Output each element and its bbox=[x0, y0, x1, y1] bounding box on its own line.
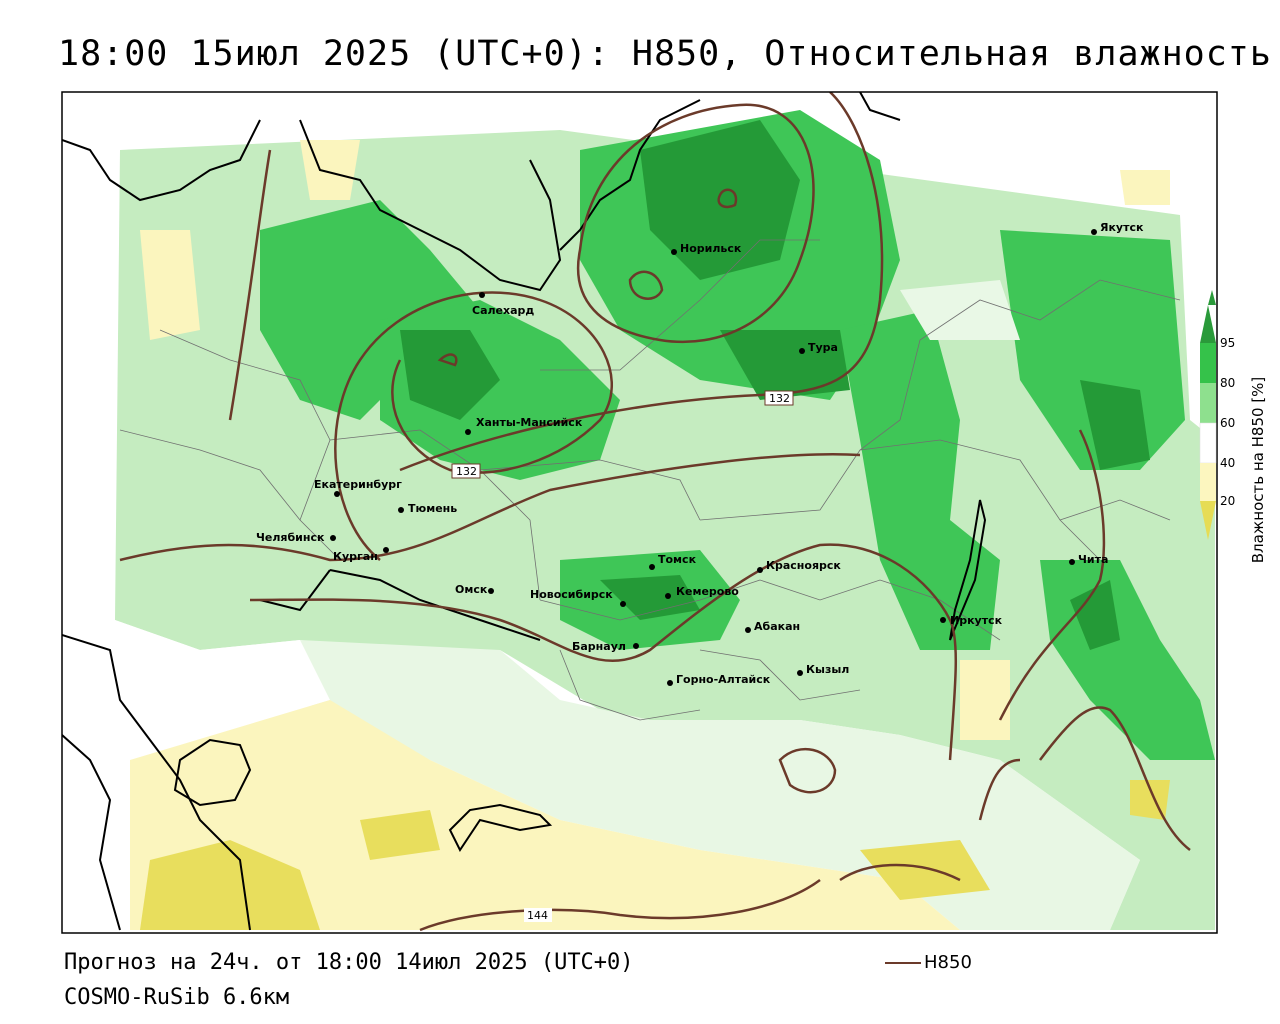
h850-contours bbox=[119, 92, 1191, 932]
city-label-tura: Тура bbox=[808, 341, 838, 354]
contour-label: 144 bbox=[527, 909, 548, 922]
city-label-barnaul: Барнаул bbox=[572, 640, 626, 653]
colorbar-band bbox=[1200, 343, 1216, 383]
city-label-krasnoyarsk: Красноярск bbox=[766, 559, 841, 572]
city-label-irkutsk: Иркутск bbox=[950, 614, 1003, 627]
city-label-novosibirsk: Новосибирск bbox=[530, 588, 613, 601]
region-borders bbox=[119, 239, 1181, 721]
city-label-tyumen: Тюмень bbox=[408, 502, 457, 515]
legend-label: H850 bbox=[924, 952, 972, 973]
map-title: 18:00 15июл 2025 (UTC+0): H850, Относите… bbox=[58, 34, 1272, 74]
colorbar-tick: 95 bbox=[1220, 336, 1236, 350]
city-label-tomsk: Томск bbox=[658, 553, 697, 566]
city-label-kurgan: Курган bbox=[333, 550, 378, 563]
city-label-khanty-mansiysk: Ханты-Мансийск bbox=[476, 416, 583, 429]
city-label-gorno-altaysk: Горно-Алтайск bbox=[676, 673, 771, 686]
city-label-chelyabinsk: Челябинск bbox=[256, 531, 325, 544]
model-name: COSMO-RuSib 6.6км bbox=[64, 985, 290, 1010]
coastline-borders bbox=[62, 92, 987, 931]
city-label-kemerovo: Кемерово bbox=[676, 585, 739, 598]
humidity-field bbox=[62, 110, 1215, 930]
legend-line-swatch bbox=[885, 962, 921, 964]
forecast-info: Прогноз на 24ч. от 18:00 14июл 2025 (UTC… bbox=[64, 950, 634, 975]
city-label-abakan: Абакан bbox=[754, 620, 800, 633]
city-label-omsk: Омск bbox=[455, 583, 488, 596]
city-label-norilsk: Норильск bbox=[680, 242, 742, 255]
colorbar-bottom-arrow bbox=[1200, 501, 1216, 540]
colorbar-top-arrow bbox=[1200, 305, 1216, 343]
colorbar-tick: 80 bbox=[1220, 376, 1236, 390]
colorbar-tick: 40 bbox=[1220, 456, 1236, 470]
city-label-salekhard: Салехард bbox=[472, 304, 534, 317]
colorbar-tick: 20 bbox=[1220, 494, 1236, 508]
colorbar-top-arrow bbox=[1208, 290, 1216, 305]
colorbar-tick: 60 bbox=[1220, 416, 1236, 430]
city-label-kyzyl: Кызыл bbox=[806, 663, 849, 676]
contour-label: 132 bbox=[769, 392, 790, 405]
colorbar bbox=[1199, 290, 1217, 540]
colorbar-title: Влажность на H850 [%] bbox=[1249, 376, 1267, 564]
contour-label: 132 bbox=[456, 465, 477, 478]
contour-label-boxes bbox=[451, 390, 794, 922]
city-markers bbox=[330, 229, 1097, 686]
colorbar-band bbox=[1200, 383, 1216, 423]
city-label-chita: Чита bbox=[1078, 553, 1108, 566]
colorbar-band bbox=[1200, 463, 1216, 501]
colorbar-band bbox=[1199, 422, 1217, 464]
map-frame bbox=[61, 91, 1218, 934]
city-label-yekaterinburg: Екатеринбург bbox=[314, 478, 402, 491]
city-label-yakutsk: Якутск bbox=[1100, 221, 1144, 234]
